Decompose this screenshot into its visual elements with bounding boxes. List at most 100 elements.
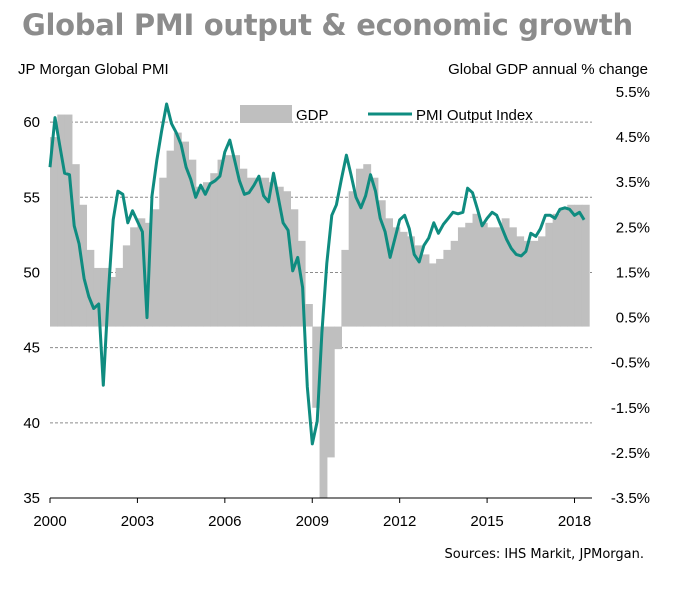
gdp-bar xyxy=(457,227,466,327)
left-tick-label: 50 xyxy=(23,264,40,281)
gdp-bar xyxy=(326,326,335,458)
gdp-bar xyxy=(479,222,488,327)
gdp-bar xyxy=(538,236,546,327)
gdp-bar xyxy=(472,213,481,327)
gdp-bar xyxy=(312,326,321,408)
gdp-bar xyxy=(173,132,182,327)
gdp-bar xyxy=(71,164,80,327)
gdp-bar xyxy=(348,191,357,327)
gdp-bar xyxy=(268,182,277,327)
gdp-bar xyxy=(523,240,532,327)
pmi-output-line xyxy=(48,102,586,446)
gdp-bar xyxy=(428,263,437,327)
gdp-bar xyxy=(465,222,474,327)
right-tick-label: 2.5% xyxy=(616,219,650,236)
gdp-bar xyxy=(355,168,364,327)
pmi-line-series xyxy=(48,102,586,446)
gdp-bar xyxy=(151,209,160,327)
gdp-bar xyxy=(559,209,568,327)
x-tick-label: 2006 xyxy=(208,513,241,530)
x-tick-label: 2000 xyxy=(33,513,66,530)
gdp-bar xyxy=(130,227,139,327)
gdp-bar xyxy=(202,182,211,327)
gdp-bar xyxy=(414,245,423,327)
gdp-bar xyxy=(304,304,313,327)
gdp-bar xyxy=(275,186,284,327)
x-tick-label: 2003 xyxy=(121,513,154,530)
gdp-bar xyxy=(385,218,393,327)
left-tick-label: 40 xyxy=(23,415,40,432)
gdp-bar xyxy=(508,227,517,327)
gdp-bar xyxy=(195,186,204,327)
gdp-bar xyxy=(501,218,510,327)
right-tick-label: -1.5% xyxy=(611,400,650,417)
gdp-bar xyxy=(253,177,262,327)
gdp-bar xyxy=(443,249,452,327)
left-axis-title: JP Morgan Global PMI xyxy=(18,61,169,78)
left-tick-label: 55 xyxy=(23,189,40,206)
gdp-bar xyxy=(399,231,408,327)
gdp-bar xyxy=(363,164,372,327)
gdp-bar xyxy=(283,191,292,327)
gdp-bar xyxy=(122,245,131,327)
gdp-bar xyxy=(64,114,73,327)
left-tick-label: 45 xyxy=(23,340,40,357)
gdp-bar xyxy=(530,240,539,327)
legend-pmi-label: PMI Output Index xyxy=(416,107,533,124)
right-tick-label: -3.5% xyxy=(611,490,650,507)
right-tick-label: 1.5% xyxy=(616,264,650,281)
gdp-bar xyxy=(581,204,590,327)
gdp-bar xyxy=(50,137,58,327)
axes: 35 40 45 50 55 60 -3.5% -2.5% -1.5% -0.5% 0.5% 1.5%… xyxy=(23,84,650,530)
gdp-bar xyxy=(261,177,270,327)
right-tick-label: 0.5% xyxy=(616,310,650,327)
gdp-bar xyxy=(341,249,350,327)
x-tick-label: 2009 xyxy=(296,513,329,530)
gdp-bar xyxy=(516,236,525,327)
gdp-bar xyxy=(567,204,576,327)
gdp-bar xyxy=(370,177,379,327)
gdp-bar xyxy=(545,222,554,327)
gdp-bar xyxy=(487,227,495,327)
gdp-bar xyxy=(181,141,190,327)
gdp-bar xyxy=(334,326,342,350)
gdp-bar xyxy=(137,218,146,327)
chart-title: Global PMI output & economic growth xyxy=(22,8,633,42)
gdp-bar xyxy=(224,155,233,327)
right-tick-label: -2.5% xyxy=(611,445,650,462)
gdp-bar xyxy=(217,159,226,327)
gdp-bar xyxy=(574,204,583,327)
gdp-bar xyxy=(377,200,386,327)
right-tick-label: -0.5% xyxy=(611,355,650,372)
right-tick-label: 3.5% xyxy=(616,174,650,191)
gdp-bar xyxy=(115,267,124,327)
gdp-bar xyxy=(159,177,168,327)
gdp-bar xyxy=(232,155,241,327)
right-tick-label: 5.5% xyxy=(616,84,650,101)
gdp-bar xyxy=(93,267,102,327)
gdp-bar xyxy=(421,254,430,327)
gdp-bar xyxy=(436,258,444,327)
x-tick-label: 2015 xyxy=(470,513,503,530)
left-tick-label: 35 xyxy=(23,490,40,507)
gdp-bar xyxy=(57,114,66,327)
left-tick-label: 60 xyxy=(23,114,40,131)
gdp-bar xyxy=(86,249,95,327)
gdp-bar xyxy=(450,240,459,327)
gdp-bar xyxy=(188,159,197,327)
gdp-bar xyxy=(100,267,109,327)
right-tick-label: 4.5% xyxy=(616,129,650,146)
gdp-bar xyxy=(166,150,175,327)
gdp-bars xyxy=(50,114,590,498)
gdp-bar xyxy=(108,276,117,327)
gdp-bar xyxy=(319,326,328,498)
gdp-bar xyxy=(246,177,255,327)
gdp-bar xyxy=(392,227,401,327)
legend-gdp-label: GDP xyxy=(296,107,329,124)
legend: GDP PMI Output Index xyxy=(240,105,533,124)
source-note: Sources: IHS Markit, JPMorgan. xyxy=(444,547,644,562)
legend-gdp-swatch xyxy=(240,105,292,123)
gdp-bar xyxy=(239,168,248,327)
gdp-bar xyxy=(210,173,219,327)
